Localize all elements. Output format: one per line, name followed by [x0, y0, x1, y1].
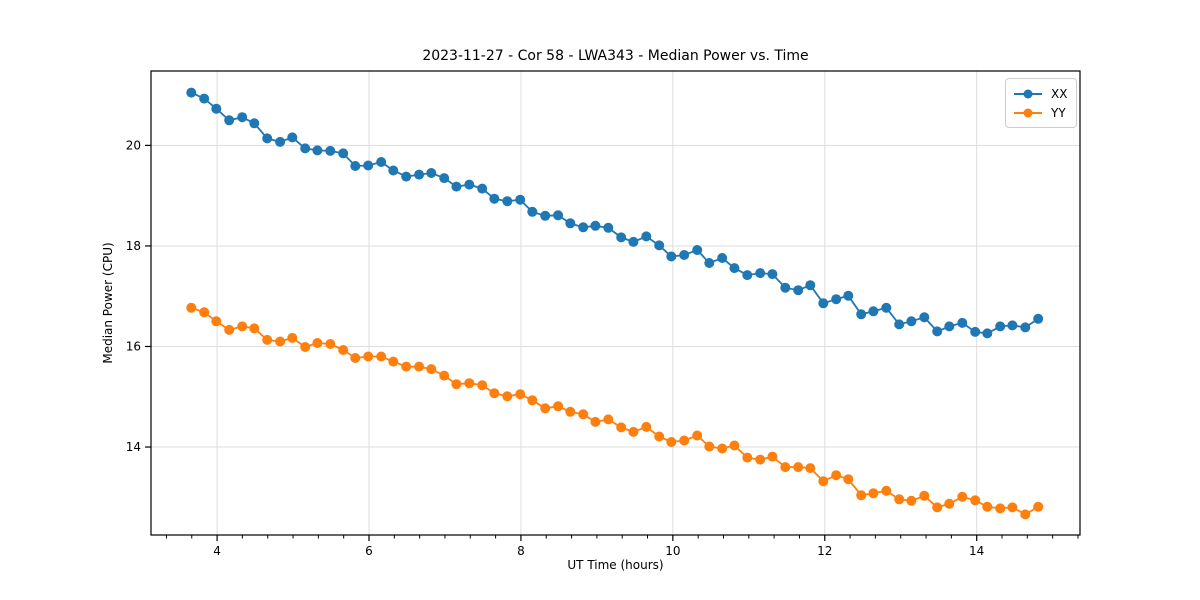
x-tick-label: 8: [517, 544, 525, 558]
series-xx: [186, 87, 1044, 339]
y-tick-label: 14: [126, 440, 141, 454]
legend: XX YY: [1005, 78, 1077, 128]
x-tick-label: 10: [665, 544, 680, 558]
legend-label-xx: XX: [1051, 86, 1068, 101]
legend-marker-yy-icon: [1014, 108, 1042, 117]
series-yy: [186, 302, 1044, 520]
legend-label-yy: YY: [1051, 105, 1066, 120]
y-tick-label: 20: [126, 138, 141, 152]
chart-title: 2023-11-27 - Cor 58 - LWA343 - Median Po…: [422, 48, 809, 64]
x-tick-label: 12: [817, 544, 832, 558]
legend-item-yy: YY: [1013, 103, 1068, 122]
y-tick-label: 16: [126, 339, 141, 353]
x-tick-label: 4: [213, 544, 221, 558]
plot-border: [150, 70, 1081, 536]
x-tick-label: 6: [365, 544, 373, 558]
x-minor-ticks: [165, 535, 1079, 539]
x-axis-ticks: 4 6 8 10 12 14: [213, 535, 984, 558]
y-axis-ticks: 14 16 18 20: [126, 138, 151, 454]
legend-item-xx: XX: [1013, 84, 1068, 103]
x-axis-label: UT Time (hours): [567, 558, 664, 572]
x-tick-label: 14: [969, 544, 984, 558]
legend-marker-xx-icon: [1014, 89, 1042, 98]
y-tick-label: 18: [126, 239, 141, 253]
